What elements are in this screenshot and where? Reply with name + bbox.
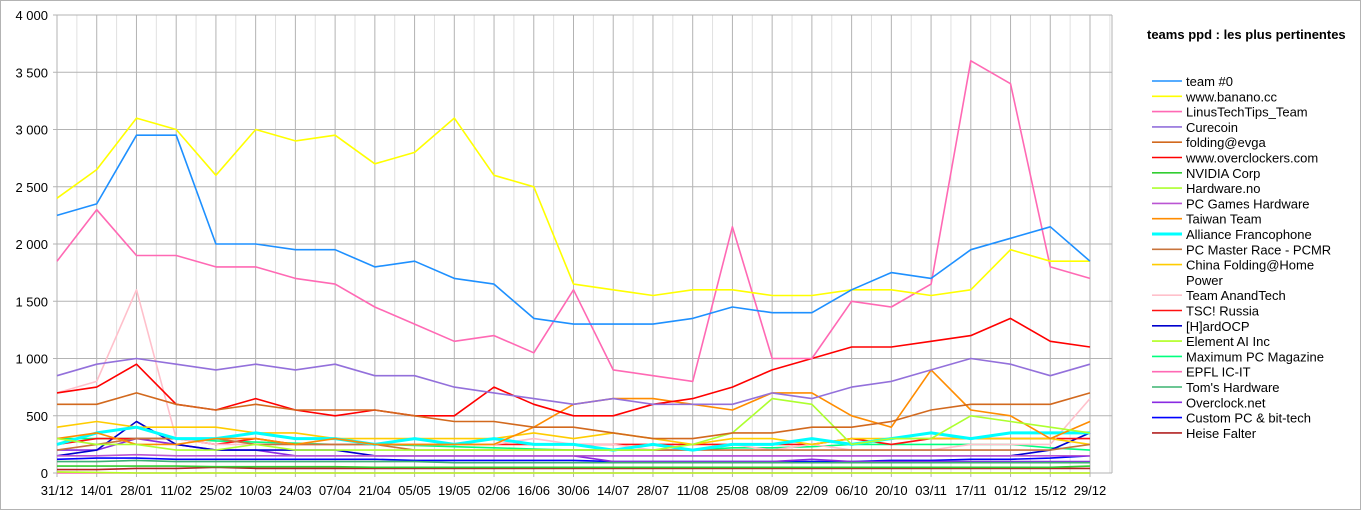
legend-label: PC Master Race - PCMR: [1186, 242, 1331, 257]
x-tick-label: 29/12: [1074, 483, 1107, 498]
legend-label: Tom's Hardware: [1186, 380, 1280, 395]
x-tick-label: 14/07: [597, 483, 630, 498]
y-tick-label: 0: [41, 466, 48, 481]
legend-label: PC Games Hardware: [1186, 196, 1310, 211]
series-line-nvidia-corp: [57, 465, 1091, 469]
x-tick-label: 10/03: [239, 483, 272, 498]
legend: teams ppd : les plus pertinentes team #0…: [1147, 27, 1346, 441]
legend-label: [H]ardOCP: [1186, 319, 1250, 334]
x-tick-label: 30/06: [557, 483, 590, 498]
x-tick-label: 11/08: [677, 483, 709, 498]
series-line-hardware-no: [56, 397, 1091, 451]
y-axis-ticks: 0 500 1 000 1 500 2 000 2 500 3 000 3 500 4 000: [15, 8, 48, 481]
x-tick-label: 02/06: [478, 483, 511, 498]
y-tick-label: 2 000: [15, 237, 48, 252]
y-tick-label: 500: [26, 409, 48, 424]
legend-label: www.overclockers.com: [1185, 151, 1318, 166]
legend-label-wrap: Power: [1186, 273, 1224, 288]
x-tick-label: 28/01: [120, 483, 153, 498]
legend-label: Curecoin: [1186, 120, 1238, 135]
series-line-alliance-francophone: [56, 425, 1090, 452]
x-tick-label: 15/12: [1034, 483, 1067, 498]
x-tick-label: 25/08: [716, 483, 749, 498]
y-tick-label: 1 000: [15, 352, 48, 367]
y-tick-label: 3 500: [15, 65, 48, 80]
x-tick-label: 16/06: [517, 483, 550, 498]
legend-label: LinusTechTips_Team: [1186, 105, 1308, 120]
y-tick-label: 4 000: [15, 8, 48, 23]
grid: [53, 14, 1113, 477]
x-tick-label: 08/09: [756, 483, 789, 498]
legend-label: www.banano.cc: [1185, 89, 1278, 104]
series-line-www-overclockers-com: [56, 317, 1091, 417]
x-tick-label: 19/05: [438, 483, 471, 498]
series-lines: [56, 59, 1091, 474]
x-tick-label: 11/02: [160, 483, 192, 498]
y-tick-label: 1 500: [15, 294, 48, 309]
series-line-custom-pc-bit-tech: [56, 455, 1091, 463]
series-line-pc-games-hardware: [57, 453, 1090, 457]
x-tick-label: 28/07: [637, 483, 670, 498]
x-tick-label: 24/03: [279, 483, 312, 498]
legend-label: Alliance Francophone: [1186, 227, 1312, 242]
series-line-folding-evga: [57, 392, 1091, 440]
x-tick-label: 25/02: [200, 483, 233, 498]
series-line-team-0: [56, 134, 1091, 325]
legend-label: Taiwan Team: [1186, 212, 1262, 227]
x-tick-label: 20/10: [875, 483, 908, 498]
legend-label: Maximum PC Magazine: [1186, 349, 1324, 364]
chart-title: teams ppd : les plus pertinentes: [1147, 27, 1346, 42]
x-tick-label: 06/10: [835, 483, 868, 498]
legend-label: China Folding@Home Power: [1186, 258, 1314, 288]
legend-label: EPFL IC-IT: [1186, 365, 1251, 380]
legend-label: team #0: [1186, 74, 1233, 89]
x-axis-ticks: 31/12 14/01 28/01 11/02 25/02 10/03 24/03 07/04…: [41, 473, 1107, 498]
x-tick-label: 07/04: [319, 483, 352, 498]
series-line-curecoin: [56, 357, 1091, 406]
series-line-linustechtips-team: [56, 59, 1091, 383]
x-tick-label: 21/04: [359, 483, 392, 498]
series-line-tom-s-hardware: [57, 459, 1090, 464]
x-tick-label: 31/12: [41, 483, 74, 498]
x-tick-label: 17/11: [955, 483, 987, 498]
legend-label: Hardware.no: [1186, 181, 1260, 196]
x-tick-label: 05/05: [398, 483, 431, 498]
x-tick-label: 01/12: [994, 483, 1027, 498]
legend-label: folding@evga: [1186, 135, 1266, 150]
series-line-heise-falter: [57, 466, 1090, 471]
legend-label: Overclock.net: [1186, 395, 1266, 410]
series-line-www-banano-cc: [56, 117, 1090, 297]
legend-label: TSC! Russia: [1186, 304, 1260, 319]
legend-label: Element AI Inc: [1186, 334, 1270, 349]
x-tick-label: 22/09: [796, 483, 829, 498]
x-tick-label: 03/11: [915, 483, 947, 498]
series-line-element-ai-inc: [56, 471, 1090, 474]
legend-label: Custom PC & bit-tech: [1186, 411, 1311, 426]
y-tick-label: 3 000: [15, 123, 48, 138]
x-tick-label: 14/01: [80, 483, 113, 498]
legend-label: Heise Falter: [1186, 426, 1257, 441]
y-tick-label: 2 500: [15, 180, 48, 195]
legend-label: NVIDIA Corp: [1186, 166, 1260, 181]
legend-label: Team AnandTech: [1186, 288, 1286, 303]
